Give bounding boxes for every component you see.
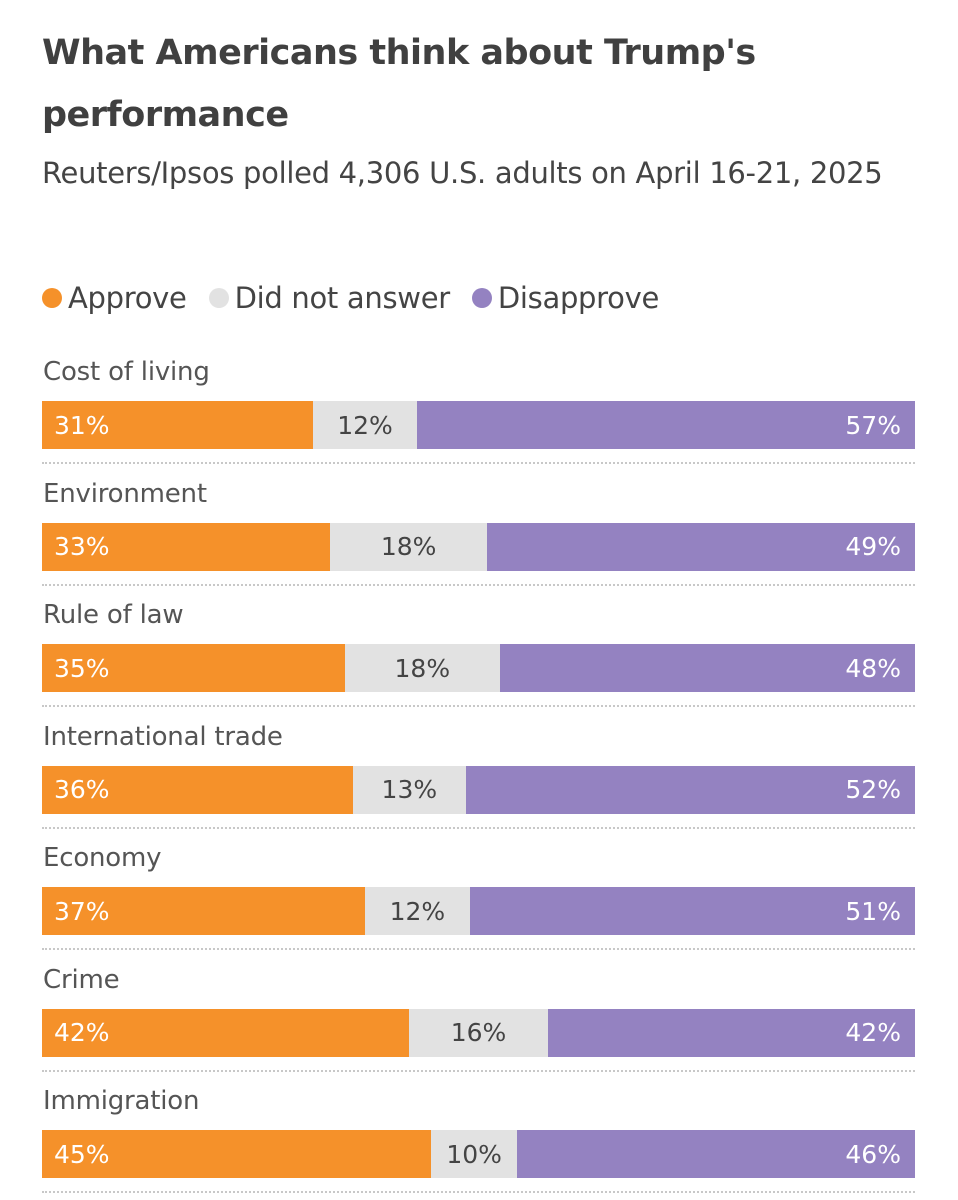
data-label-did-not-answer: 12%	[337, 410, 393, 440]
category-label: Environment	[43, 478, 207, 509]
category-label: Cost of living	[43, 357, 210, 387]
data-label-disapprove: 57%	[845, 410, 901, 440]
bar-segment-disapprove: 51%	[469, 887, 915, 935]
bar-segment-approve: 35%	[42, 644, 345, 692]
bar-row-cost-of-living: Cost of living 31% 12% 57%	[42, 348, 915, 470]
legend-label-approve: Approve	[68, 281, 187, 315]
legend-swatch-did-not-answer	[208, 288, 229, 308]
row-divider	[42, 462, 915, 464]
category-label: International trade	[43, 721, 283, 752]
row-divider	[42, 948, 915, 950]
legend-swatch-approve	[42, 288, 62, 308]
bar-row-immigration: Immigration 45% 10% 46%	[42, 1077, 915, 1199]
data-label-approve: 36%	[54, 775, 110, 804]
legend-item-approve: Approve	[42, 281, 187, 315]
bar-row-economy: Economy 37% 12% 51%	[42, 834, 915, 956]
row-divider	[42, 826, 915, 829]
data-label-disapprove: 42%	[845, 1018, 901, 1047]
category-label: Immigration	[43, 1086, 200, 1116]
bar-segment-did-not-answer: 10%	[430, 1130, 518, 1178]
bar-row-international-trade: International trade 36% 13% 52%	[42, 713, 915, 835]
chart-subtitle: Reuters/Ipsos polled 4,306 U.S. adults o…	[42, 156, 883, 190]
data-label-did-not-answer: 12%	[389, 896, 446, 926]
legend-item-did-not-answer: Did not answer	[208, 281, 451, 315]
stacked-bar: 42% 16% 42%	[42, 1008, 915, 1057]
data-label-did-not-answer: 18%	[380, 532, 437, 561]
data-label-approve: 35%	[54, 653, 110, 683]
chart-title: What Americans think about Trump's perfo…	[42, 33, 756, 135]
data-label-disapprove: 46%	[845, 1139, 901, 1169]
stacked-bar: 35% 18% 48%	[42, 644, 915, 692]
bar-segment-did-not-answer: 12%	[365, 887, 470, 935]
chart-legend: Approve Did not answer Disapprove	[42, 276, 681, 320]
data-label-approve: 42%	[54, 1018, 110, 1047]
legend-swatch-disapprove	[471, 288, 492, 308]
bar-row-environment: Environment 33% 18% 49%	[42, 470, 915, 592]
category-label: Economy	[43, 843, 162, 873]
data-label-approve: 31%	[54, 410, 110, 440]
stacked-bar: 37% 12% 51%	[42, 887, 915, 935]
bar-segment-did-not-answer: 18%	[344, 644, 501, 692]
row-divider	[42, 705, 915, 707]
stacked-bar: 36% 13% 52%	[42, 765, 915, 814]
bar-segment-did-not-answer: 13%	[353, 765, 466, 814]
data-label-approve: 33%	[54, 532, 110, 561]
bar-segment-disapprove: 46%	[517, 1130, 915, 1178]
category-label: Rule of law	[43, 600, 184, 630]
data-label-disapprove: 49%	[845, 532, 901, 561]
data-label-did-not-answer: 16%	[450, 1018, 507, 1047]
bar-segment-did-not-answer: 16%	[408, 1008, 549, 1057]
bar-segment-approve: 42%	[42, 1008, 409, 1057]
data-label-disapprove: 52%	[845, 775, 901, 804]
bar-segment-approve: 37%	[42, 887, 365, 935]
bar-segment-disapprove: 48%	[500, 644, 915, 692]
data-label-disapprove: 48%	[845, 653, 901, 683]
bar-segment-approve: 31%	[42, 401, 313, 449]
row-divider	[42, 583, 915, 586]
data-label-did-not-answer: 18%	[394, 653, 451, 683]
bar-segment-disapprove: 42%	[548, 1008, 915, 1057]
stacked-bar: 45% 10% 46%	[42, 1130, 915, 1178]
stacked-bar: 33% 18% 49%	[42, 522, 915, 571]
bar-segment-approve: 45%	[42, 1130, 431, 1178]
data-label-approve: 37%	[54, 896, 110, 926]
data-label-approve: 45%	[54, 1139, 110, 1169]
bar-segment-disapprove: 57%	[417, 401, 915, 449]
bar-row-rule-of-law: Rule of law 35% 18% 48%	[42, 591, 915, 713]
data-label-did-not-answer: 13%	[381, 775, 438, 804]
legend-item-disapprove: Disapprove	[471, 281, 659, 315]
bar-segment-did-not-answer: 12%	[312, 401, 418, 449]
stacked-bar-chart: Cost of living 31% 12% 57% Environment 33% 18%…	[42, 348, 915, 1199]
legend-label-disapprove: Disapprove	[497, 281, 659, 315]
row-divider	[42, 1069, 915, 1072]
row-divider	[42, 1191, 915, 1193]
data-label-did-not-answer: 10%	[446, 1139, 502, 1169]
bar-segment-did-not-answer: 18%	[330, 522, 488, 571]
bar-row-crime: Crime 42% 16% 42%	[42, 956, 915, 1078]
legend-label-did-not-answer: Did not answer	[234, 281, 451, 315]
bar-segment-disapprove: 49%	[487, 522, 915, 571]
bar-segment-approve: 36%	[42, 765, 354, 814]
data-label-disapprove: 51%	[845, 896, 901, 926]
bar-segment-disapprove: 52%	[465, 765, 915, 814]
bar-segment-approve: 33%	[42, 522, 331, 571]
category-label: Crime	[43, 964, 120, 995]
stacked-bar: 31% 12% 57%	[42, 401, 915, 449]
